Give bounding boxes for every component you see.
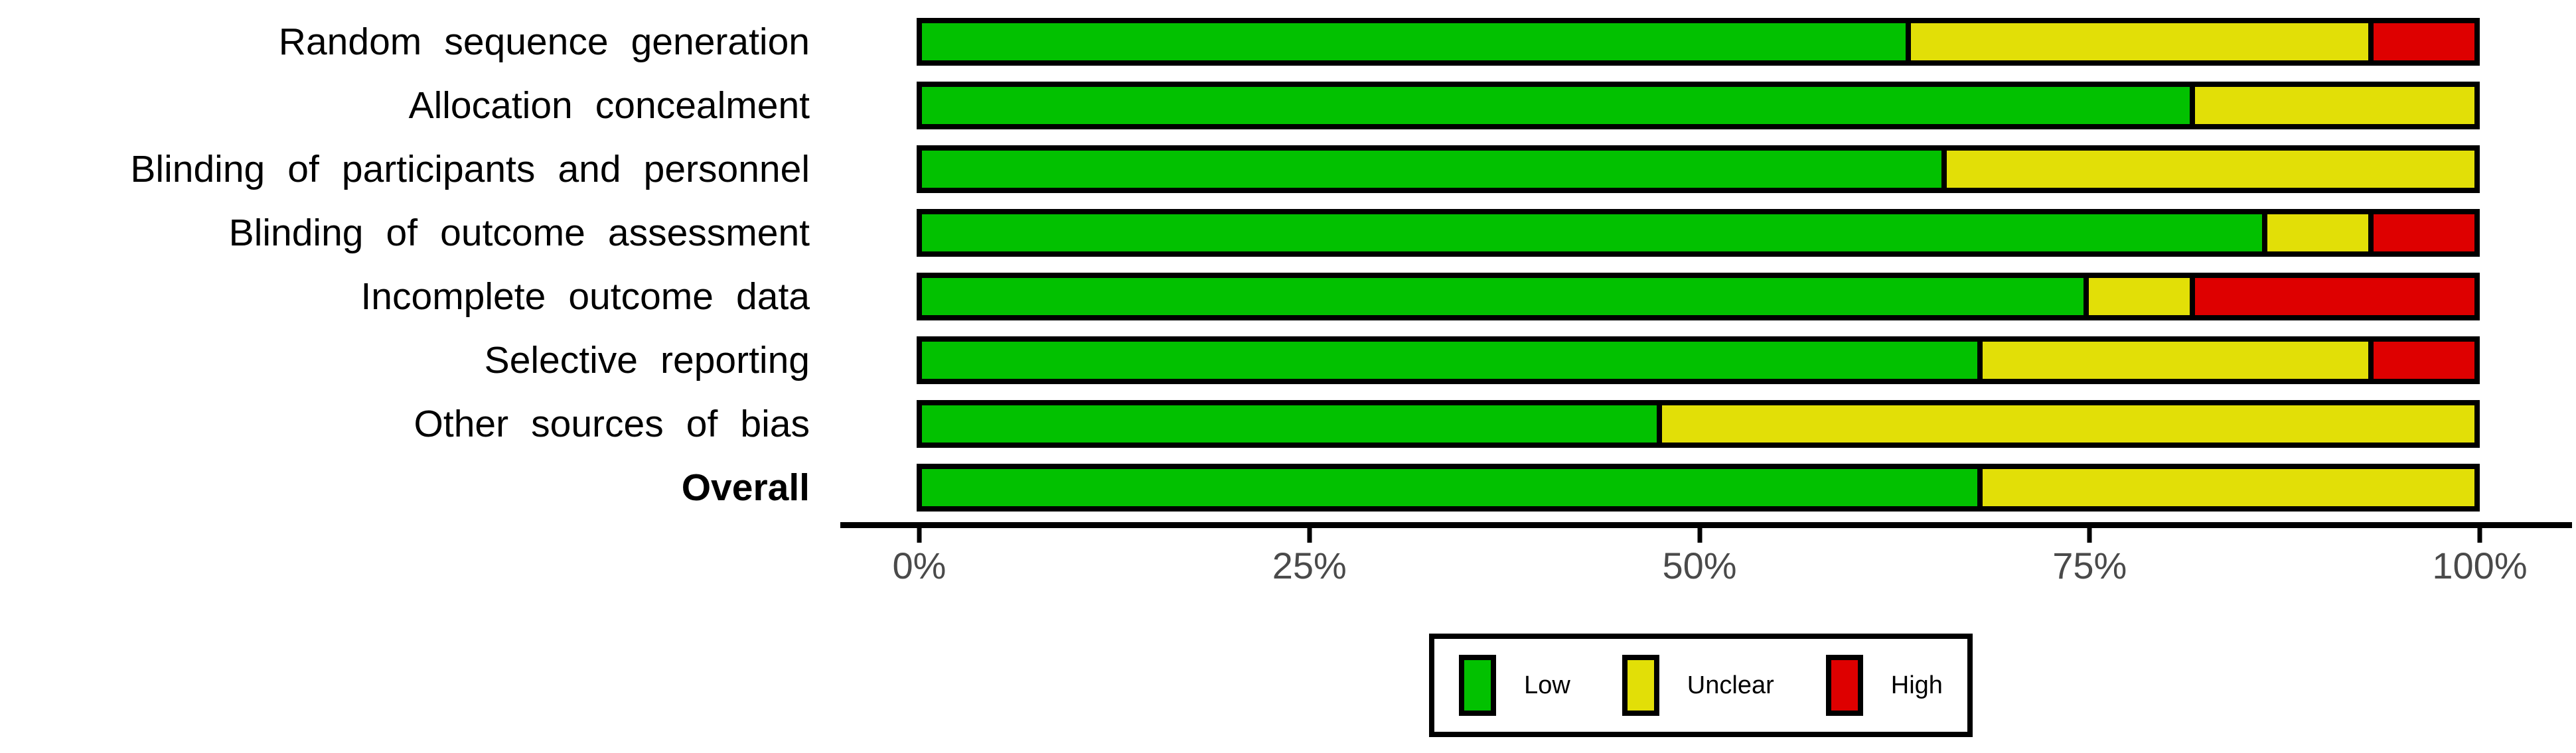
x-axis-tick-label: 75%: [2052, 545, 2127, 586]
bar-row: [917, 82, 2480, 129]
bar-row: [917, 209, 2480, 257]
legend-item-high: High: [1825, 655, 1943, 716]
bar-segment-unclear: [2084, 273, 2196, 320]
bar-segment-high: [2190, 273, 2480, 320]
legend-label: Unclear: [1687, 671, 1774, 699]
bar-segment-high: [2368, 18, 2480, 66]
x-axis-tick-label: 100%: [2432, 545, 2528, 586]
x-axis-tick: [917, 528, 922, 543]
bar-segment-unclear: [2261, 209, 2374, 257]
legend-item-low: Low: [1459, 655, 1570, 716]
bar-segment-unclear: [1905, 18, 2374, 66]
category-label: Incomplete outcome data: [360, 275, 810, 318]
x-axis-tick: [1697, 528, 1702, 543]
bar-row: [917, 400, 2480, 448]
x-axis-tick-label: 0%: [892, 545, 947, 586]
bar-segment-low: [917, 18, 1911, 66]
bar-segment-low: [917, 82, 2196, 129]
bar-segment-unclear: [1657, 400, 2480, 448]
x-axis-tick: [1307, 528, 1312, 543]
legend-label: High: [1890, 671, 1943, 699]
category-label: Blinding of participants and personnel: [130, 148, 810, 190]
legend-swatch-high: [1825, 655, 1863, 716]
bar-segment-low: [917, 336, 1983, 384]
bar-segment-unclear: [2190, 82, 2480, 129]
x-axis-line: [840, 522, 2572, 528]
legend-label: Low: [1524, 671, 1570, 699]
category-label: Blinding of outcome assessment: [228, 212, 810, 254]
x-axis-tick-label: 50%: [1662, 545, 1737, 586]
category-label: Overall: [681, 466, 810, 509]
bar-row: [917, 145, 2480, 193]
legend-swatch-unclear: [1622, 655, 1659, 716]
bar-segment-unclear: [1977, 336, 2374, 384]
x-axis-tick: [2087, 528, 2092, 543]
bar-segment-low: [917, 209, 2267, 257]
bar-row: [917, 273, 2480, 320]
bar-segment-unclear: [1977, 464, 2480, 512]
category-label: Random sequence generation: [278, 21, 810, 63]
category-label: Allocation concealment: [408, 84, 810, 127]
bar-segment-high: [2368, 209, 2480, 257]
bar-segment-low: [917, 464, 1983, 512]
bar-segment-low: [917, 145, 1947, 193]
category-label: Selective reporting: [484, 339, 810, 381]
bar-segment-high: [2368, 336, 2480, 384]
legend-box: Low Unclear High: [1429, 634, 1973, 737]
legend-swatch-low: [1459, 655, 1497, 716]
x-axis-tick-label: 25%: [1272, 545, 1347, 586]
bar-row: [917, 336, 2480, 384]
legend-item-unclear: Unclear: [1622, 655, 1774, 716]
x-axis-tick: [2477, 528, 2482, 543]
bar-segment-unclear: [1941, 145, 2480, 193]
bar-row: [917, 464, 2480, 512]
category-label: Other sources of bias: [414, 403, 810, 445]
bar-segment-low: [917, 400, 1663, 448]
bar-row: [917, 18, 2480, 66]
bar-segment-low: [917, 273, 2089, 320]
